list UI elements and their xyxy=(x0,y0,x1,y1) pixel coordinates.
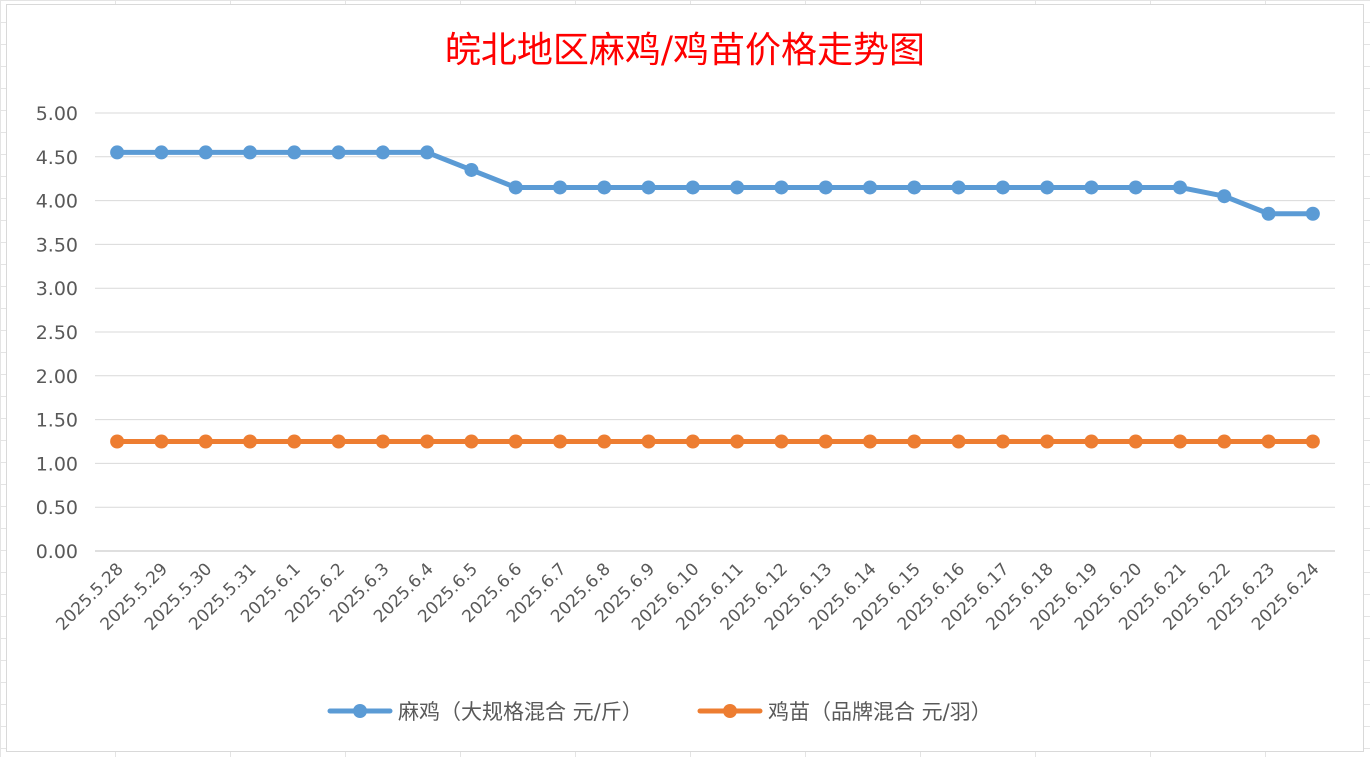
data-point xyxy=(907,180,922,195)
data-point xyxy=(907,434,922,449)
data-point xyxy=(730,434,745,449)
series-line xyxy=(114,149,1316,217)
series-layer xyxy=(110,145,1320,449)
data-point xyxy=(1128,180,1143,195)
data-point xyxy=(198,434,213,449)
data-point xyxy=(995,434,1010,449)
chart-title: 皖北地区麻鸡/鸡苗价格走势图 xyxy=(445,30,925,71)
data-point xyxy=(951,180,966,195)
data-point xyxy=(287,434,302,449)
data-point xyxy=(508,180,523,195)
data-point xyxy=(508,434,523,449)
y-tick-label: 2.50 xyxy=(36,322,78,344)
data-point xyxy=(863,434,877,449)
y-tick-label: 4.50 xyxy=(36,147,78,169)
series-2 xyxy=(110,434,1320,449)
data-point xyxy=(818,180,833,195)
y-tick-label: 3.50 xyxy=(36,234,78,256)
y-tick-label: 4.00 xyxy=(36,191,78,213)
data-point xyxy=(198,145,213,160)
data-point xyxy=(331,145,346,160)
legend-item-2: 鸡苗（品牌混合 元/羽） xyxy=(697,700,992,724)
data-point xyxy=(243,434,257,449)
y-tick-label: 0.50 xyxy=(36,497,78,519)
data-point xyxy=(287,145,302,160)
data-point xyxy=(1173,180,1187,195)
legend-marker xyxy=(723,704,737,718)
data-point xyxy=(331,434,346,449)
data-point xyxy=(774,434,789,449)
legend-label: 麻鸡（大规格混合 元/斤） xyxy=(398,700,643,724)
data-point xyxy=(863,180,877,195)
data-point xyxy=(1173,434,1187,449)
data-point xyxy=(110,145,125,160)
data-point xyxy=(1084,434,1099,449)
data-point xyxy=(1128,434,1143,449)
legend-marker xyxy=(353,704,367,718)
y-tick-label: 1.50 xyxy=(36,410,78,432)
data-point xyxy=(375,434,390,449)
data-point xyxy=(597,434,612,449)
chart-frame[interactable] xyxy=(6,4,1364,752)
data-point xyxy=(553,434,567,449)
legend-item-1: 麻鸡（大规格混合 元/斤） xyxy=(327,700,643,724)
data-point xyxy=(110,434,125,449)
data-point xyxy=(154,434,169,449)
x-axis-ticks: 2025.5.282025.5.292025.5.302025.5.312025… xyxy=(52,559,1323,634)
grid-lines xyxy=(95,112,1335,552)
data-point xyxy=(951,434,966,449)
data-point xyxy=(1217,189,1232,204)
legend: 麻鸡（大规格混合 元/斤） 鸡苗（品牌混合 元/羽） xyxy=(327,700,992,724)
data-point xyxy=(995,180,1010,195)
data-point xyxy=(641,434,656,449)
data-point xyxy=(1040,434,1055,449)
series-1 xyxy=(110,145,1320,221)
data-point xyxy=(597,180,612,195)
legend-label: 鸡苗（品牌混合 元/羽） xyxy=(768,700,992,724)
data-point xyxy=(464,434,479,449)
data-point xyxy=(154,145,169,160)
y-tick-label: 1.00 xyxy=(36,453,78,475)
data-point xyxy=(243,145,257,160)
data-point xyxy=(685,434,700,449)
y-tick-label: 2.00 xyxy=(36,366,78,388)
data-point xyxy=(1261,206,1276,221)
data-point xyxy=(420,434,435,449)
data-point xyxy=(1040,180,1055,195)
data-point xyxy=(1305,206,1320,221)
data-point xyxy=(420,145,435,160)
y-tick-label: 3.00 xyxy=(36,278,78,300)
data-point xyxy=(375,145,390,160)
data-point xyxy=(464,162,479,177)
y-tick-label: 5.00 xyxy=(36,103,78,125)
data-point xyxy=(553,180,567,195)
y-tick-label: 0.00 xyxy=(36,541,78,563)
data-point xyxy=(1217,434,1232,449)
data-point xyxy=(730,180,745,195)
y-axis-ticks: 0.00 0.50 1.00 1.50 2.00 2.50 3.00 3.50 4.00 4.50… xyxy=(36,103,78,563)
data-point xyxy=(641,180,656,195)
data-point xyxy=(818,434,833,449)
data-point xyxy=(1305,434,1320,449)
data-point xyxy=(1084,180,1099,195)
data-point xyxy=(685,180,700,195)
data-point xyxy=(774,180,789,195)
data-point xyxy=(1261,434,1276,449)
